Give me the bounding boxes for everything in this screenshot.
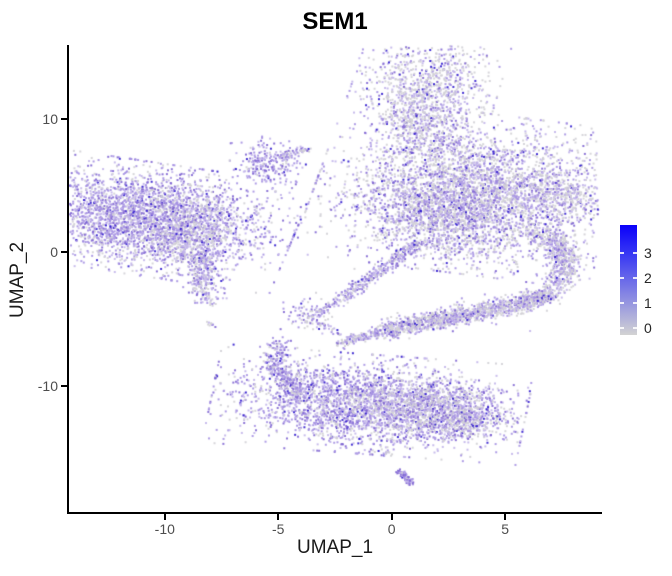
- x-axis-tick-mark: [163, 514, 166, 520]
- plot-title: SEM1: [302, 8, 368, 35]
- colorbar-tick-mark: [620, 327, 624, 329]
- colorbar-tick-mark: [620, 251, 624, 254]
- colorbar-tick-mark: [633, 301, 637, 304]
- y-axis-tick-label: -10: [37, 377, 58, 394]
- colorbar-tick-mark: [620, 301, 624, 304]
- x-axis-title: UMAP_1: [296, 537, 374, 558]
- x-axis-tick-mark: [390, 514, 393, 520]
- colorbar-tick-mark: [633, 251, 637, 254]
- y-axis-tick-mark: [61, 251, 67, 254]
- x-axis-tick-mark: [277, 514, 280, 520]
- colorbar-tick-label: 2: [644, 269, 652, 286]
- x-axis-tick-mark: [504, 514, 507, 520]
- colorbar-tick-mark: [633, 276, 637, 279]
- y-axis-title: UMAP_2: [7, 241, 28, 319]
- x-axis-tick-label: -10: [154, 521, 175, 537]
- x-axis-tick-label: 5: [501, 521, 510, 537]
- colorbar-tick-label: 3: [644, 244, 652, 261]
- y-axis-tick-label: 0: [50, 244, 58, 261]
- x-axis-tick-label: 0: [387, 521, 396, 537]
- x-axis-line: [67, 512, 602, 514]
- colorbar-tick-mark: [620, 276, 624, 279]
- y-axis-tick-mark: [61, 117, 67, 120]
- expression-colorbar: [620, 225, 637, 335]
- y-axis-line: [67, 45, 69, 514]
- colorbar-tick-mark: [633, 327, 637, 329]
- colorbar-tick-label: 0: [644, 320, 652, 336]
- y-axis-tick-mark: [61, 384, 67, 387]
- colorbar-tick-label: 1: [644, 294, 652, 311]
- y-axis-tick-label: 10: [42, 110, 58, 127]
- x-axis-tick-label: -5: [272, 521, 285, 537]
